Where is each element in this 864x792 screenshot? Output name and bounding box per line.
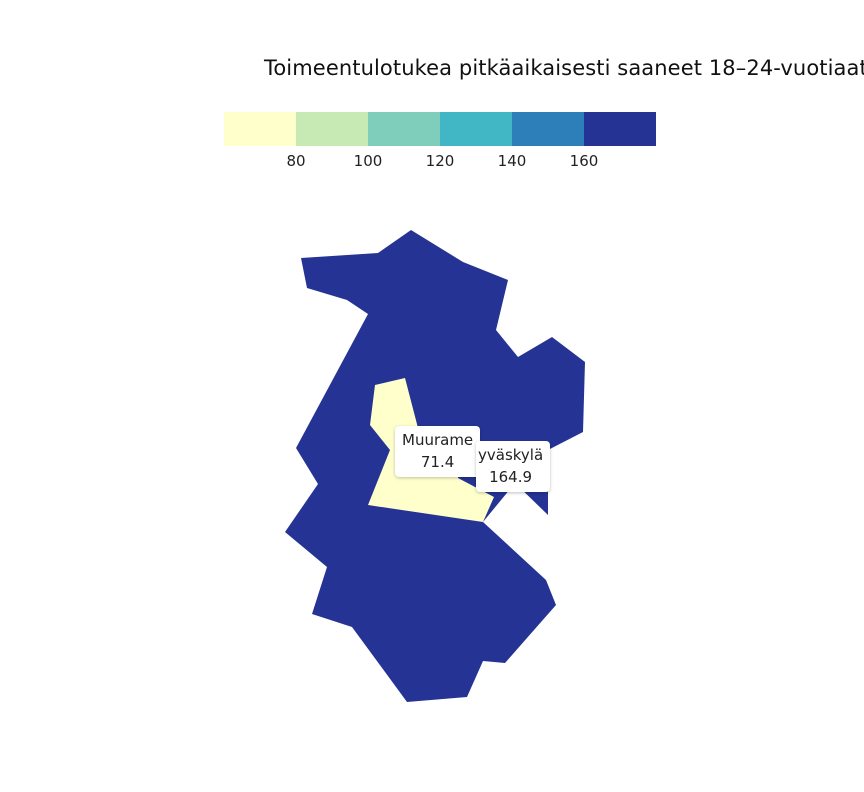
tooltip-region-value: 71.4 <box>420 453 455 471</box>
legend-tick-label: 120 <box>425 152 455 170</box>
legend-tick-label: 140 <box>497 152 527 170</box>
legend-swatch-1 <box>224 112 296 146</box>
color-legend <box>224 112 656 146</box>
legend-tick-label: 160 <box>569 152 599 170</box>
map-title: Toimeentulotukea pitkäaikaisesti saaneet… <box>264 56 864 80</box>
legend-swatch-6 <box>584 112 656 146</box>
legend-tick-label: 100 <box>353 152 383 170</box>
legend-swatch-4 <box>440 112 512 146</box>
legend-swatch-2 <box>296 112 368 146</box>
tooltip-region-value: 164.9 <box>489 468 533 486</box>
legend-ticks: 80 100 120 140 160 <box>0 152 864 176</box>
legend-swatch-3 <box>368 112 440 146</box>
tooltip-muurame: Muurame 71.4 <box>395 426 481 477</box>
legend-tick-label: 80 <box>286 152 306 170</box>
tooltip-region-name: yväskylä <box>478 446 544 464</box>
tooltip-jyvaskyla: yväskylä 164.9 <box>476 441 551 492</box>
tooltip-region-name: Muurame <box>402 431 474 449</box>
legend-swatch-5 <box>512 112 584 146</box>
